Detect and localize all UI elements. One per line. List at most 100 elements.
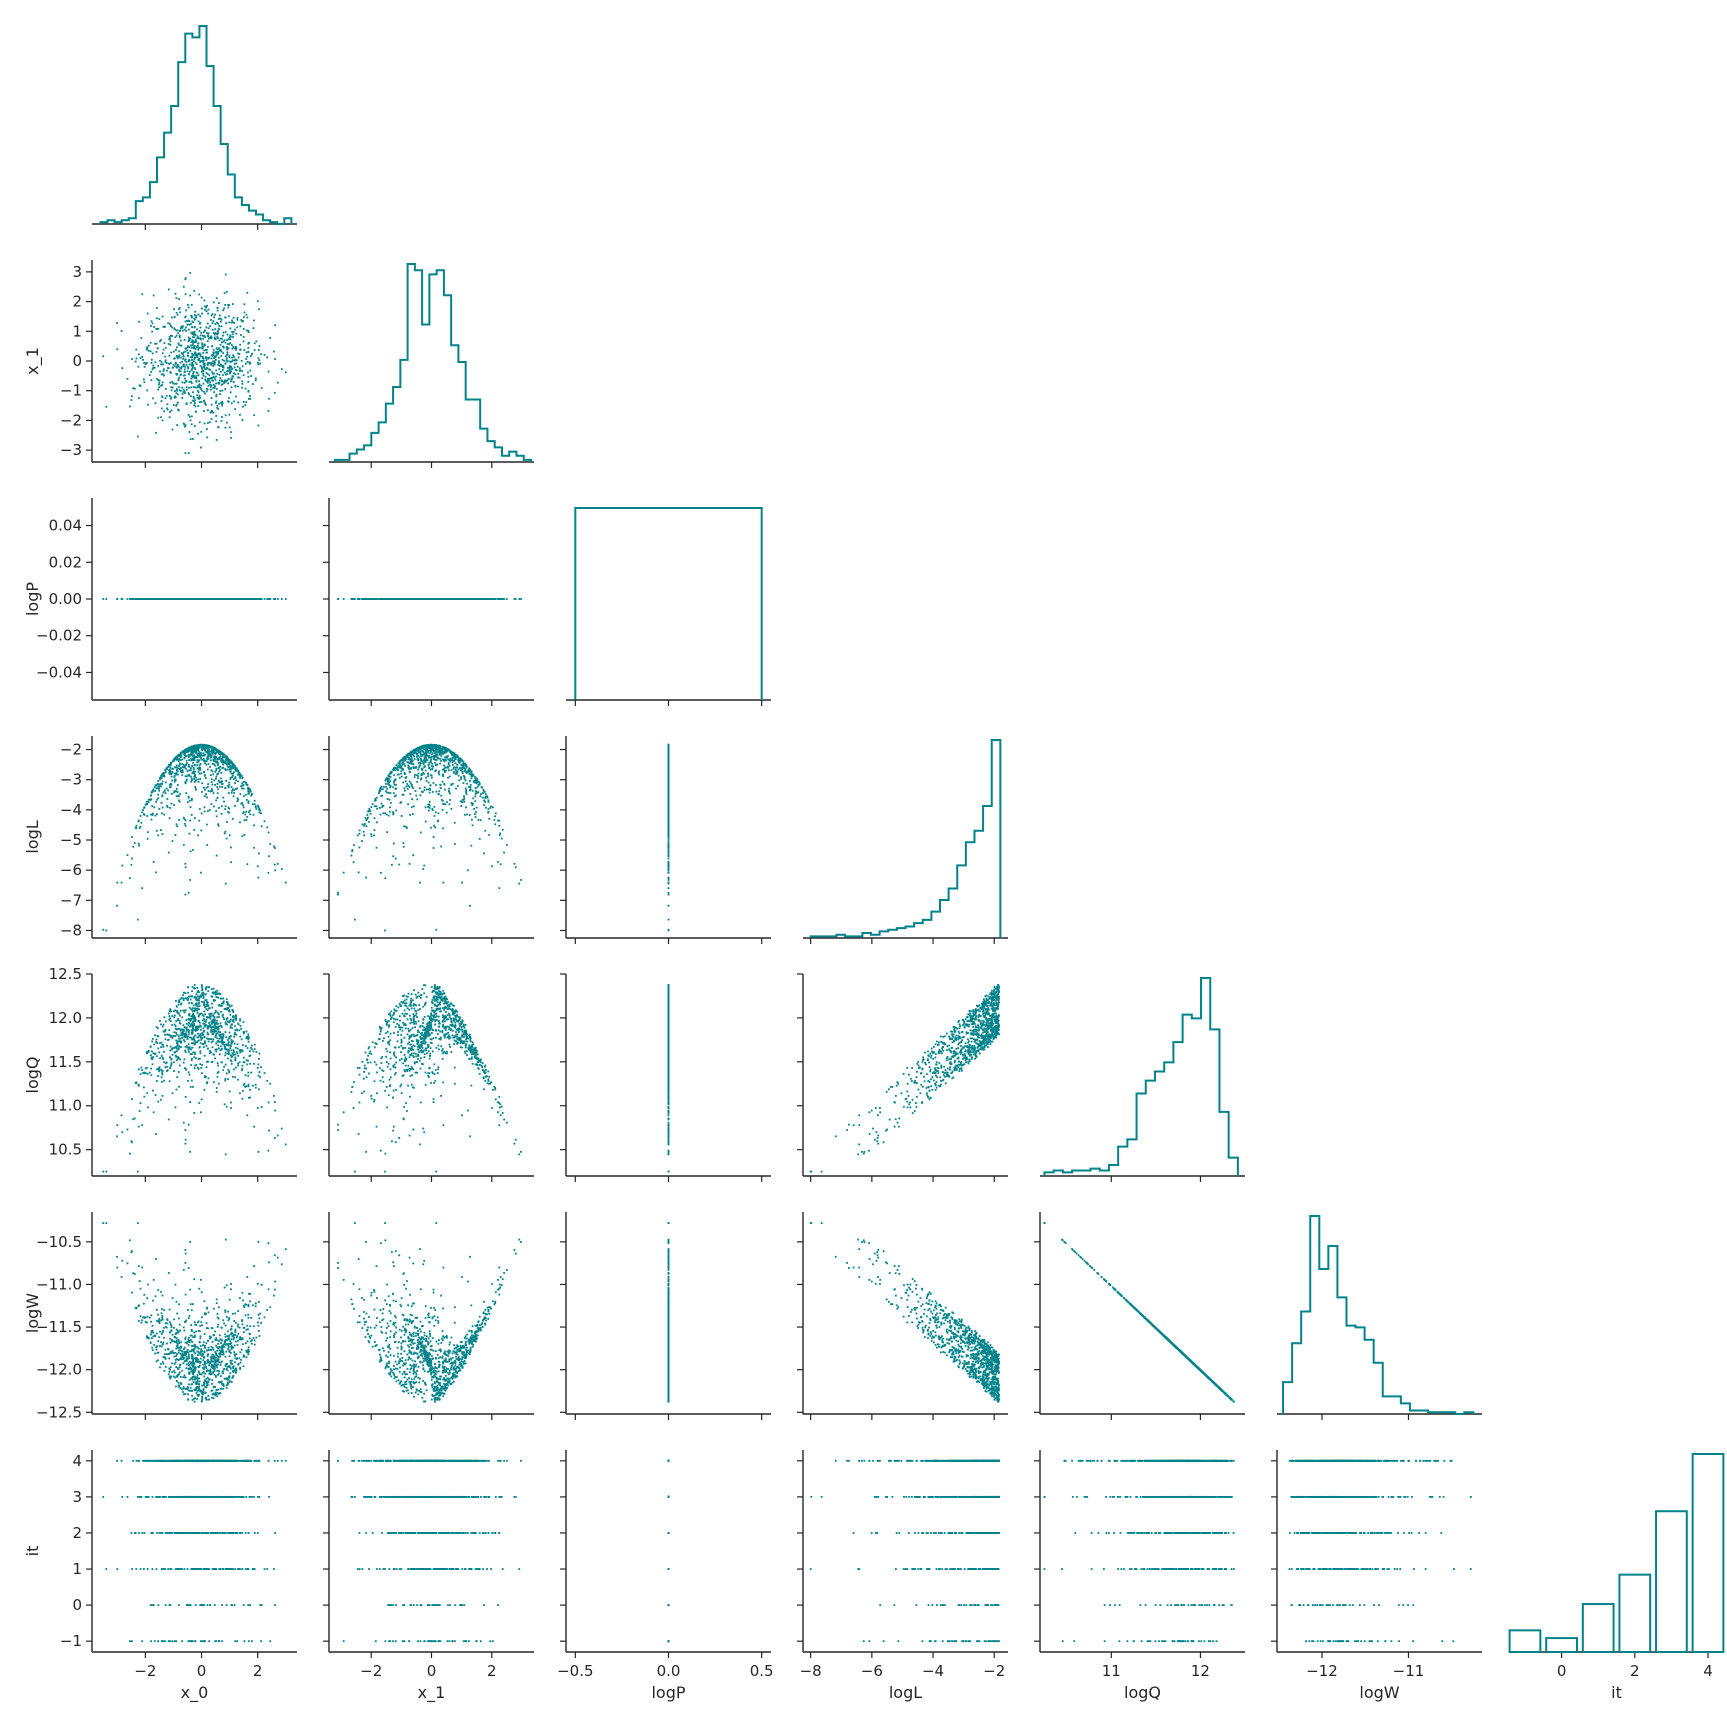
scatter-point <box>206 388 208 390</box>
scatter-point <box>196 381 198 383</box>
scatter-point <box>187 324 189 326</box>
scatter-point <box>153 806 155 808</box>
scatter-point <box>230 328 232 330</box>
scatter-point <box>465 806 467 808</box>
scatter-point <box>248 801 250 803</box>
scatter-point <box>152 397 154 399</box>
scatter-point <box>225 414 227 416</box>
scatter-point <box>350 598 352 600</box>
scatter-point <box>166 798 168 800</box>
scatter-point <box>198 320 200 322</box>
scatter-point <box>466 783 468 785</box>
scatter-point <box>208 374 210 376</box>
scatter-point <box>171 793 173 795</box>
scatter-point <box>230 861 232 863</box>
scatter-point <box>243 795 245 797</box>
scatter-point <box>222 598 224 600</box>
scatter-point <box>183 598 185 600</box>
scatter-point <box>231 776 233 778</box>
scatter-point <box>380 872 382 874</box>
scatter-point <box>157 794 159 796</box>
scatter-point <box>210 364 212 366</box>
scatter-point <box>196 753 198 755</box>
scatter-point <box>185 309 187 311</box>
scatter-point <box>134 388 136 390</box>
scatter-point <box>231 380 233 382</box>
scatter-point <box>268 855 270 857</box>
scatter-point <box>228 414 230 416</box>
scatter-point <box>183 844 185 846</box>
scatter-point <box>259 808 261 810</box>
scatter-point <box>192 344 194 346</box>
scatter-point <box>143 813 145 815</box>
scatter-point <box>224 833 226 835</box>
scatter-point <box>144 806 146 808</box>
scatter-point <box>449 598 451 600</box>
scatter-point <box>143 378 145 380</box>
scatter-point <box>198 314 200 316</box>
scatter-point <box>206 824 208 826</box>
scatter-point <box>178 354 180 356</box>
scatter-point <box>245 811 247 813</box>
scatter-point <box>374 805 376 807</box>
scatter-point <box>210 386 212 388</box>
scatter-point <box>207 378 209 380</box>
scatter-point <box>363 825 365 827</box>
scatter-point <box>221 761 223 763</box>
scatter-point <box>233 381 235 383</box>
scatter-point <box>227 306 229 308</box>
scatter-point <box>248 598 250 600</box>
scatter-point <box>202 752 204 754</box>
scatter-point <box>215 396 217 398</box>
scatter-point <box>184 757 186 759</box>
scatter-point <box>169 355 171 357</box>
scatter-point <box>251 793 253 795</box>
scatter-point <box>216 322 218 324</box>
scatter-point <box>204 403 206 405</box>
scatter-point <box>249 362 251 364</box>
scatter-point <box>152 365 154 367</box>
scatter-point <box>191 772 193 774</box>
scatter-point <box>482 598 484 600</box>
scatter-point <box>239 367 241 369</box>
scatter-point <box>199 322 201 324</box>
scatter-point <box>361 840 363 842</box>
scatter-point <box>194 756 196 758</box>
scatter-point <box>438 772 440 774</box>
scatter-point <box>134 842 136 844</box>
scatter-point <box>241 370 243 372</box>
scatter-point <box>243 374 245 376</box>
scatter-point <box>146 348 148 350</box>
scatter-point <box>466 814 468 816</box>
scatter-point <box>237 773 239 775</box>
scatter-point <box>221 401 223 403</box>
scatter-point <box>221 380 223 382</box>
scatter-point <box>229 765 231 767</box>
scatter-point <box>192 762 194 764</box>
scatter-point <box>246 356 248 358</box>
scatter-point <box>169 773 171 775</box>
scatter-point <box>210 377 212 379</box>
scatter-point <box>204 305 206 307</box>
scatter-point <box>435 811 437 813</box>
scatter-point <box>245 598 247 600</box>
scatter-point <box>151 331 153 333</box>
scatter-point <box>274 864 276 866</box>
scatter-point <box>234 385 236 387</box>
scatter-point <box>223 381 225 383</box>
scatter-point <box>246 352 248 354</box>
scatter-point <box>180 374 182 376</box>
scatter-point <box>218 382 220 384</box>
scatter-point <box>431 765 433 767</box>
scatter-point <box>223 347 225 349</box>
scatter-point <box>195 354 197 356</box>
scatter-point <box>169 382 171 384</box>
scatter-point <box>185 751 187 753</box>
scatter-point <box>209 325 211 327</box>
scatter-point <box>228 355 230 357</box>
scatter-point <box>251 353 253 355</box>
scatter-point <box>193 341 195 343</box>
scatter-point <box>234 363 236 365</box>
scatter-point <box>219 769 221 771</box>
scatter-point <box>219 374 221 376</box>
